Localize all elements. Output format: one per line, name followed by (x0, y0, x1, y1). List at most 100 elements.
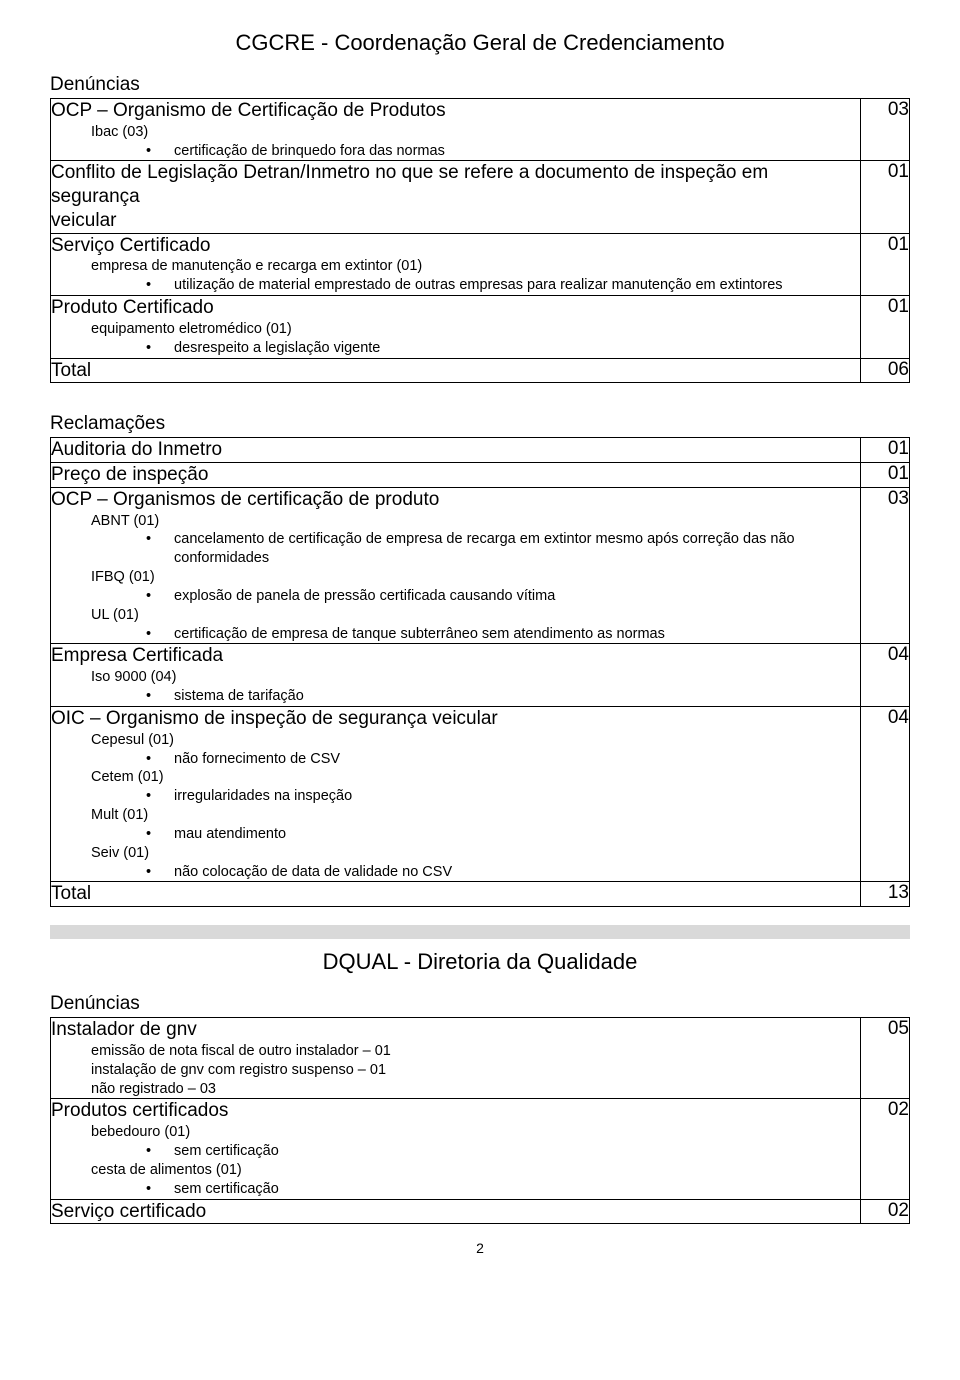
row-title: veicular (51, 209, 860, 233)
table-row: Instalador de gnv emissão de nota fiscal… (51, 1018, 910, 1099)
row-title: Total (51, 882, 860, 906)
row-count: 02 (861, 1199, 910, 1224)
row-count: 02 (861, 1099, 910, 1199)
row-subitem: bebedouro (01) (91, 1123, 860, 1142)
row-count: 01 (861, 233, 910, 295)
row-bullet-text: certificação de empresa de tanque subter… (174, 625, 860, 644)
table-row: OIC – Organismo de inspeção de segurança… (51, 706, 910, 882)
row-bullet-text: mau atendimento (174, 825, 860, 844)
row-subitem: cesta de alimentos (01) (91, 1161, 860, 1180)
row-count: 01 (861, 161, 910, 233)
bullet-icon: • (146, 1180, 174, 1199)
row-bullet: •sem certificação (146, 1142, 860, 1161)
row-title: OCP – Organismo de Certificação de Produ… (51, 99, 860, 123)
section-title: DQUAL - Diretoria da Qualidade (50, 949, 910, 975)
divider-bar (50, 925, 910, 939)
row-title: Total (51, 359, 860, 383)
row-count: 04 (861, 706, 910, 882)
bullet-icon: • (146, 530, 174, 568)
row-title: Empresa Certificada (51, 644, 860, 668)
row-bullet-text: utilização de material emprestado de out… (174, 276, 860, 295)
row-bullet: •certificação de brinquedo fora das norm… (146, 142, 860, 161)
table-row: Preço de inspeção 01 (51, 463, 910, 488)
bullet-icon: • (146, 276, 174, 295)
row-subitem: Mult (01) (91, 806, 860, 825)
row-count: 04 (861, 644, 910, 706)
row-bullet: •desrespeito a legislação vigente (146, 339, 860, 358)
row-count: 01 (861, 296, 910, 358)
page-title: CGCRE - Coordenação Geral de Credenciame… (50, 30, 910, 56)
row-bullet: •não fornecimento de CSV (146, 750, 860, 769)
bullet-icon: • (146, 825, 174, 844)
table-denuncias-2: Instalador de gnv emissão de nota fiscal… (50, 1017, 910, 1224)
row-bullet-text: explosão de panela de pressão certificad… (174, 587, 860, 606)
row-subitem: emissão de nota fiscal de outro instalad… (91, 1042, 860, 1061)
row-title: OIC – Organismo de inspeção de segurança… (51, 707, 860, 731)
row-title: Produtos certificados (51, 1099, 860, 1123)
row-subitem: empresa de manutenção e recarga em extin… (91, 257, 860, 276)
row-count: 03 (861, 487, 910, 644)
row-bullet-text: irregularidades na inspeção (174, 787, 860, 806)
table-row: Serviço Certificado empresa de manutençã… (51, 233, 910, 295)
table-reclamacoes: Auditoria do Inmetro 01 Preço de inspeçã… (50, 437, 910, 907)
bullet-icon: • (146, 142, 174, 161)
table-row: Auditoria do Inmetro 01 (51, 438, 910, 463)
row-bullet-text: desrespeito a legislação vigente (174, 339, 860, 358)
row-bullet: •não colocação de data de validade no CS… (146, 863, 860, 882)
table-row: Empresa Certificada Iso 9000 (04) •siste… (51, 644, 910, 706)
row-title: Preço de inspeção (51, 463, 860, 487)
row-bullet: •certificação de empresa de tanque subte… (146, 625, 860, 644)
table-row: Produtos certificados bebedouro (01) •se… (51, 1099, 910, 1199)
table-row: Conflito de Legislação Detran/Inmetro no… (51, 161, 910, 233)
row-subitem: IFBQ (01) (91, 568, 860, 587)
row-title: Serviço Certificado (51, 234, 860, 258)
row-bullet-text: sistema de tarifação (174, 687, 860, 706)
row-title: Serviço certificado (51, 1200, 860, 1224)
row-subitem: não registrado – 03 (91, 1080, 860, 1099)
row-bullet-text: sem certificação (174, 1180, 860, 1199)
bullet-icon: • (146, 750, 174, 769)
row-subitem: Iso 9000 (04) (91, 668, 860, 687)
row-bullet: •cancelamento de certificação de empresa… (146, 530, 860, 568)
row-count: 13 (861, 882, 910, 907)
bullet-icon: • (146, 625, 174, 644)
row-bullet-text: cancelamento de certificação de empresa … (174, 530, 860, 568)
row-bullet-text: não colocação de data de validade no CSV (174, 863, 860, 882)
row-count: 01 (861, 463, 910, 488)
row-bullet-text: não fornecimento de CSV (174, 750, 860, 769)
bullet-icon: • (146, 1142, 174, 1161)
row-title: Instalador de gnv (51, 1018, 860, 1042)
section-denuncias: Denúncias (50, 74, 910, 96)
row-count: 01 (861, 438, 910, 463)
table-denuncias-1: OCP – Organismo de Certificação de Produ… (50, 98, 910, 383)
row-subitem: Seiv (01) (91, 844, 860, 863)
row-subitem: instalação de gnv com registro suspenso … (91, 1061, 860, 1080)
row-bullet: •explosão de panela de pressão certifica… (146, 587, 860, 606)
bullet-icon: • (146, 863, 174, 882)
bullet-icon: • (146, 787, 174, 806)
row-subitem: UL (01) (91, 606, 860, 625)
row-bullet-text: certificação de brinquedo fora das norma… (174, 142, 860, 161)
section-reclamacoes: Reclamações (50, 413, 910, 435)
row-subitem: equipamento eletromédico (01) (91, 320, 860, 339)
page-number: 2 (50, 1240, 910, 1256)
table-row-total: Total 06 (51, 358, 910, 383)
table-row: OCP – Organismo de Certificação de Produ… (51, 99, 910, 161)
row-title: Auditoria do Inmetro (51, 438, 860, 462)
row-subitem: Cepesul (01) (91, 731, 860, 750)
row-bullet: •sem certificação (146, 1180, 860, 1199)
row-bullet: •sistema de tarifação (146, 687, 860, 706)
row-subitem: ABNT (01) (91, 512, 860, 531)
row-bullet-text: sem certificação (174, 1142, 860, 1161)
row-count: 03 (861, 99, 910, 161)
table-row: Serviço certificado 02 (51, 1199, 910, 1224)
table-row: Produto Certificado equipamento eletromé… (51, 296, 910, 358)
section-denuncias-2: Denúncias (50, 993, 910, 1015)
row-bullet: •mau atendimento (146, 825, 860, 844)
table-row-total: Total 13 (51, 882, 910, 907)
row-title: OCP – Organismos de certificação de prod… (51, 488, 860, 512)
table-row: OCP – Organismos de certificação de prod… (51, 487, 910, 644)
bullet-icon: • (146, 687, 174, 706)
row-title: Conflito de Legislação Detran/Inmetro no… (51, 161, 860, 209)
row-count: 06 (861, 358, 910, 383)
